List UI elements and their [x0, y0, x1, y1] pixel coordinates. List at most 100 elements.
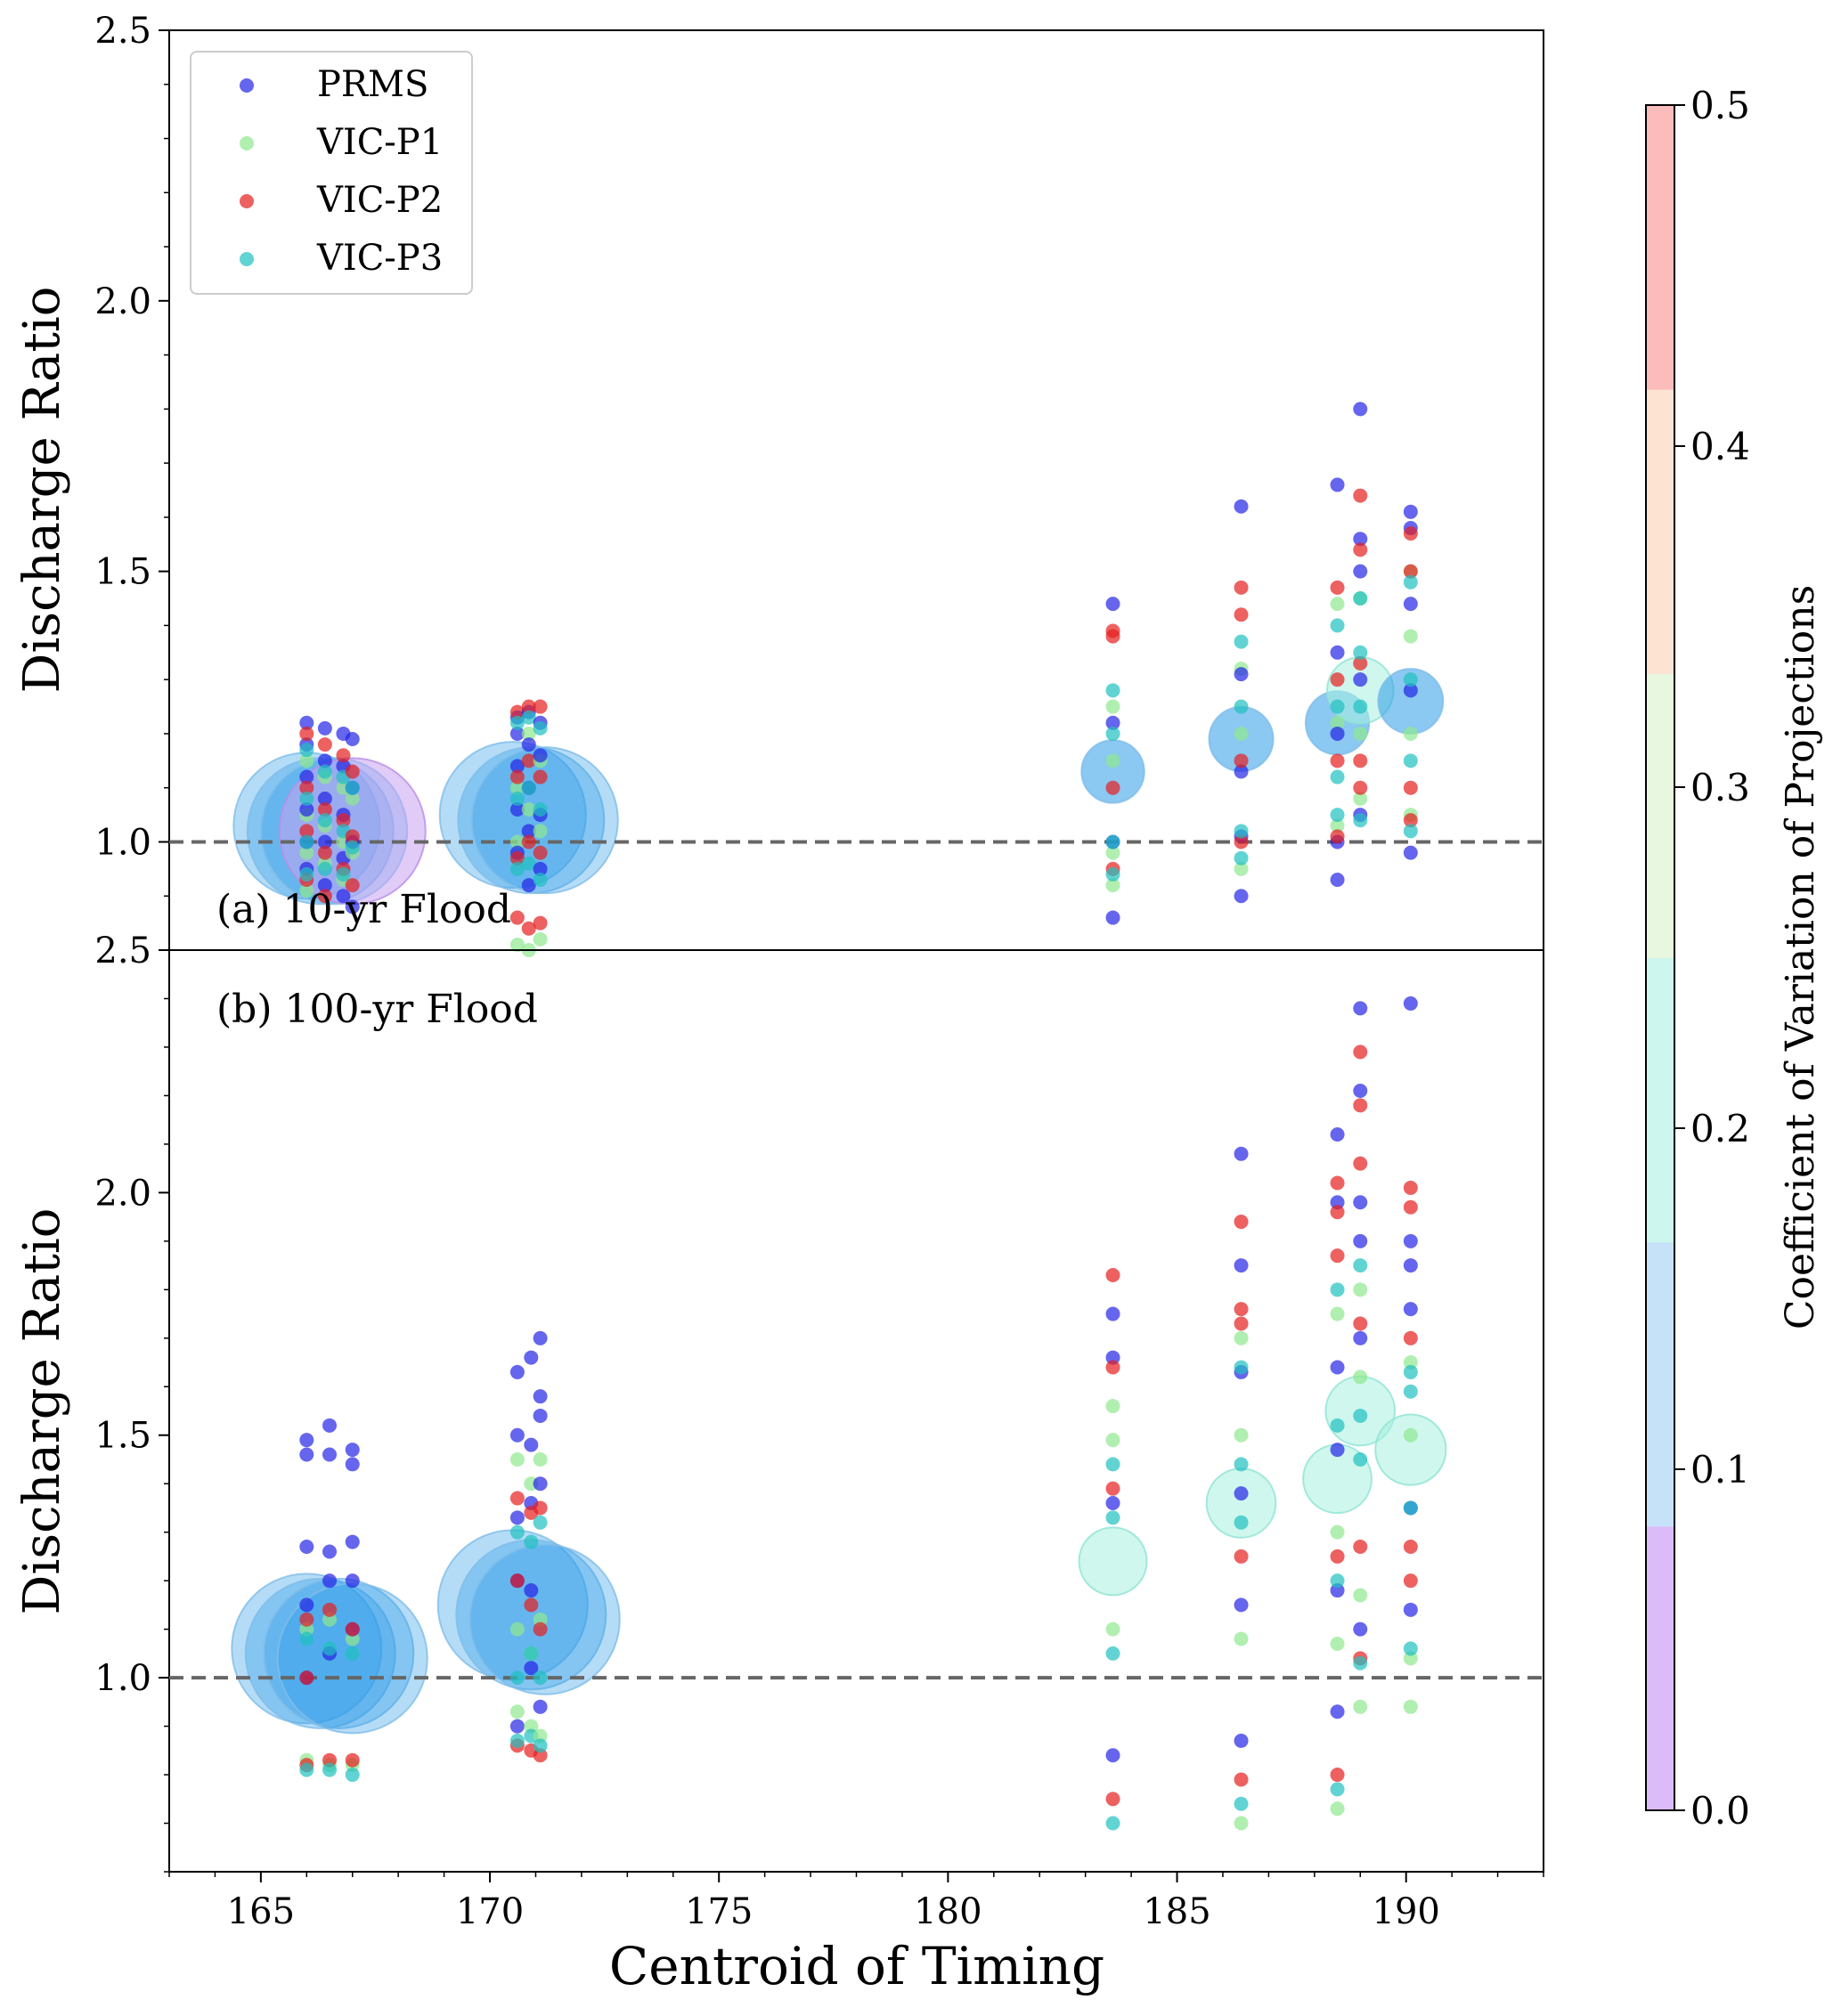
data-point-prms: [509, 759, 525, 774]
panel-a-label: (a) 10-yr Flood: [216, 887, 511, 932]
data-point-vic-p2: [1353, 1316, 1368, 1331]
data-point-vic-p2: [1105, 1792, 1120, 1807]
colorbar-band: [1646, 673, 1674, 958]
data-point-prms: [533, 1476, 548, 1492]
data-point-vic-p2: [521, 834, 536, 849]
data-point-vic-p1: [299, 845, 314, 860]
data-point-prms: [1234, 1597, 1249, 1613]
data-point-prms: [533, 861, 548, 876]
data-point-vic-p3: [533, 1671, 548, 1686]
data-point-prms: [1105, 1748, 1120, 1763]
data-point-prms: [299, 1540, 314, 1555]
data-point-vic-p2: [1234, 607, 1249, 622]
data-point-prms: [1330, 1127, 1345, 1142]
x-tick-label: 175: [685, 1891, 753, 1932]
colorbar-tick-label: 0.0: [1690, 1789, 1750, 1833]
data-point-prms: [345, 1443, 360, 1458]
data-point-vic-p1: [1403, 629, 1418, 644]
data-point-vic-p2: [1353, 1098, 1368, 1113]
data-point-vic-p1: [1234, 1330, 1249, 1345]
legend-marker-prms: [240, 78, 254, 93]
colorbar-label: Coefficient of Variation of Projections: [1778, 585, 1823, 1329]
data-point-prms: [1330, 477, 1345, 492]
data-point-vic-p2: [524, 1597, 539, 1613]
data-point-vic-p3: [1403, 753, 1418, 768]
data-point-vic-p2: [317, 802, 332, 817]
data-point-prms: [299, 1433, 314, 1448]
data-point-vic-p1: [1353, 1588, 1368, 1603]
data-point-vic-p2: [299, 1671, 314, 1686]
colorbar-band: [1646, 105, 1674, 390]
data-point-prms: [322, 1447, 338, 1462]
data-point-vic-p2: [509, 704, 525, 719]
data-point-prms: [1353, 672, 1368, 687]
data-point-vic-p3: [509, 791, 525, 806]
data-point-vic-p2: [1403, 1330, 1418, 1345]
data-point-prms: [1234, 1486, 1249, 1501]
panel-b-points: [299, 996, 1418, 1831]
data-point-prms: [1330, 645, 1345, 660]
data-point-vic-p3: [1105, 834, 1120, 849]
data-point-vic-p1: [1105, 845, 1120, 860]
data-point-vic-p1: [1330, 1306, 1345, 1321]
data-point-vic-p2: [1105, 629, 1120, 644]
data-point-vic-p3: [1353, 645, 1368, 660]
data-point-prms: [1403, 1233, 1418, 1248]
data-point-prms: [1330, 1360, 1345, 1375]
data-point-vic-p3: [509, 1524, 525, 1540]
data-point-prms: [1353, 1233, 1368, 1248]
x-tick-label: 165: [227, 1891, 295, 1932]
data-point-vic-p2: [336, 813, 351, 828]
data-point-vic-p3: [345, 1768, 360, 1783]
data-point-vic-p3: [1353, 591, 1368, 606]
data-point-vic-p3: [524, 1534, 539, 1549]
data-point-vic-p3: [1330, 1282, 1345, 1297]
data-point-vic-p2: [345, 1752, 360, 1768]
data-point-vic-p2: [509, 910, 525, 925]
legend-marker-vic-p3: [240, 252, 254, 266]
data-point-vic-p1: [299, 753, 314, 768]
data-point-vic-p1: [345, 791, 360, 806]
data-point-vic-p2: [1330, 829, 1345, 844]
data-point-vic-p3: [1330, 808, 1345, 823]
data-point-vic-p2: [317, 889, 332, 904]
legend-box: [190, 51, 473, 295]
data-point-vic-p3: [317, 813, 332, 828]
data-point-vic-p3: [1234, 634, 1249, 649]
data-point-prms: [345, 1457, 360, 1472]
data-point-vic-p3: [1403, 1641, 1418, 1656]
data-point-vic-p3: [509, 1671, 525, 1686]
legend-label-vic-p3: VIC-P3: [316, 238, 443, 279]
data-point-vic-p1: [1105, 1622, 1120, 1637]
data-point-vic-p3: [1105, 1457, 1120, 1472]
data-point-vic-p3: [1105, 1510, 1120, 1525]
data-point-vic-p2: [509, 1491, 525, 1506]
data-point-vic-p1: [521, 726, 536, 741]
data-point-vic-p2: [1234, 834, 1249, 849]
x-tick-label: 185: [1143, 1891, 1210, 1932]
data-point-vic-p2: [1353, 1540, 1368, 1555]
data-point-vic-p3: [345, 1646, 360, 1661]
data-point-vic-p2: [1353, 542, 1368, 557]
data-point-vic-p2: [1330, 1549, 1345, 1564]
data-point-vic-p2: [533, 915, 548, 931]
data-point-vic-p2: [1403, 1573, 1418, 1589]
data-point-vic-p3: [1330, 618, 1345, 633]
data-point-vic-p3: [1234, 1360, 1249, 1375]
data-point-vic-p3: [299, 1762, 314, 1777]
data-point-prms: [345, 1534, 360, 1549]
data-point-vic-p3: [1403, 672, 1418, 687]
data-point-vic-p2: [345, 878, 360, 893]
data-point-vic-p2: [1330, 1175, 1345, 1191]
data-point-vic-p2: [1234, 1302, 1249, 1317]
data-point-vic-p3: [1403, 1384, 1418, 1399]
panel-b-label: (b) 100-yr Flood: [216, 987, 538, 1032]
data-point-vic-p2: [1234, 1316, 1249, 1331]
data-point-vic-p1: [1105, 699, 1120, 714]
data-point-vic-p1: [533, 1451, 548, 1467]
data-point-vic-p3: [533, 1738, 548, 1753]
data-point-vic-p1: [1234, 861, 1249, 876]
data-point-prms: [533, 1699, 548, 1714]
data-point-vic-p3: [509, 861, 525, 876]
colorbar-band: [1646, 1525, 1674, 1811]
